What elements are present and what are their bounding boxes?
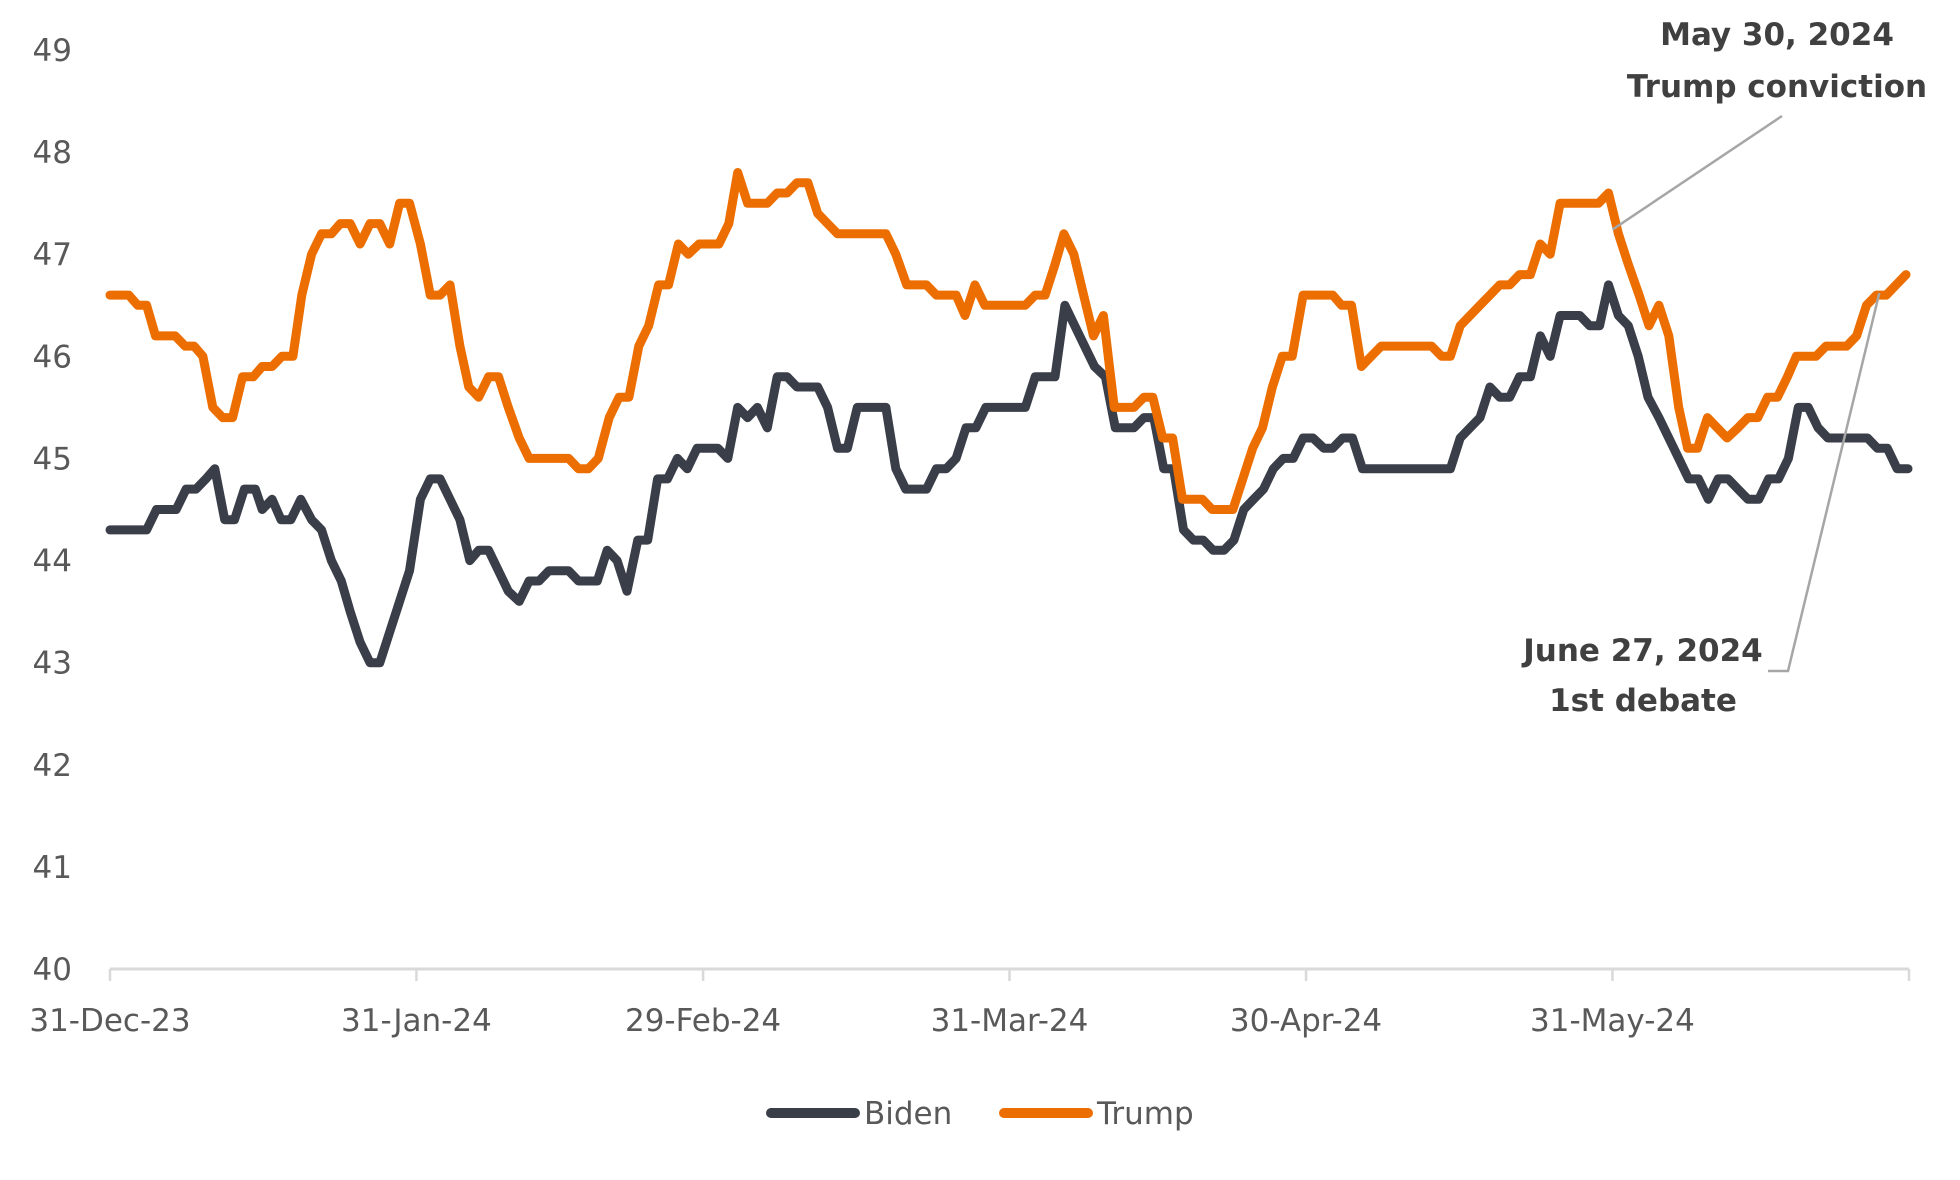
annotation-conviction-date: May 30, 2024 [1660, 17, 1894, 53]
y-tick-label: 40 [33, 952, 72, 988]
y-tick-label: 43 [33, 646, 72, 682]
x-tick-label: 31-Dec-23 [29, 1003, 190, 1039]
y-tick-label: 48 [33, 135, 72, 171]
series-line-biden [105, 280, 1913, 668]
annotation-leader-conviction [1611, 114, 1783, 231]
x-tick-label: 30-Apr-24 [1230, 1003, 1382, 1039]
series-line-trump [105, 168, 1911, 514]
annotation-debate-date: June 27, 2024 [1521, 633, 1762, 669]
legend-label-biden: Biden [864, 1096, 952, 1132]
x-tick-label: 31-Mar-24 [931, 1003, 1089, 1039]
y-tick-label: 45 [33, 441, 72, 477]
annotation-leader-debate [1768, 292, 1881, 673]
annotation-debate-label: 1st debate [1549, 683, 1737, 719]
y-axis: 40 41 42 43 44 45 46 47 48 49 [33, 33, 72, 988]
y-tick-label: 47 [33, 237, 72, 273]
x-tick-label: 31-May-24 [1530, 1003, 1695, 1039]
y-tick-label: 44 [33, 544, 72, 580]
x-tick-label: 31-Jan-24 [341, 1003, 492, 1039]
annotation-conviction-label: Trump conviction [1627, 69, 1927, 105]
y-tick-label: 46 [33, 339, 72, 375]
y-tick-label: 49 [33, 33, 72, 69]
series-layer [105, 168, 1913, 668]
y-tick-label: 41 [33, 850, 72, 886]
legend-label-trump: Trump [1096, 1096, 1194, 1132]
legend: Biden Trump [766, 1096, 1194, 1132]
annotations: May 30, 2024 Trump conviction June 27, 2… [1521, 17, 1927, 719]
x-axis: 31-Dec-23 31-Jan-24 29-Feb-24 31-Mar-24 30-A… [29, 967, 1911, 1039]
x-tick-label: 29-Feb-24 [625, 1003, 781, 1039]
y-tick-label: 42 [33, 748, 72, 784]
